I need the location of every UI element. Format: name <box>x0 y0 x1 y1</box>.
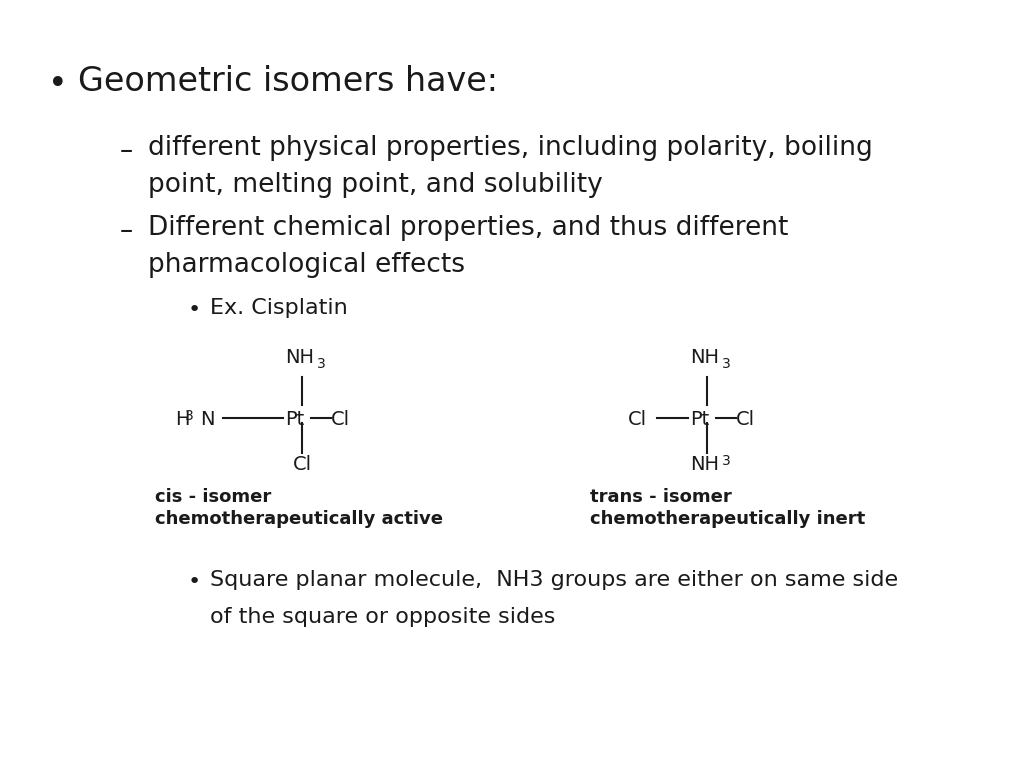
Text: •: • <box>188 300 202 320</box>
Text: different physical properties, including polarity, boiling: different physical properties, including… <box>148 135 872 161</box>
Text: pharmacological effects: pharmacological effects <box>148 252 465 278</box>
Text: NH: NH <box>285 348 314 367</box>
Text: Cl: Cl <box>736 410 755 429</box>
Text: trans - isomer: trans - isomer <box>590 488 732 506</box>
Text: chemotherapeutically active: chemotherapeutically active <box>155 510 443 528</box>
Text: 3: 3 <box>722 357 731 371</box>
Text: Different chemical properties, and thus different: Different chemical properties, and thus … <box>148 215 788 241</box>
Text: Pt: Pt <box>690 410 710 429</box>
Text: chemotherapeutically inert: chemotherapeutically inert <box>590 510 865 528</box>
Text: Cl: Cl <box>628 410 647 429</box>
Text: 3: 3 <box>722 454 731 468</box>
Text: NH: NH <box>690 348 719 367</box>
Text: of the square or opposite sides: of the square or opposite sides <box>210 607 555 627</box>
Text: –: – <box>120 138 133 164</box>
Text: point, melting point, and solubility: point, melting point, and solubility <box>148 172 603 198</box>
Text: Cl: Cl <box>293 455 312 474</box>
Text: Cl: Cl <box>331 410 350 429</box>
Text: •: • <box>188 572 202 592</box>
Text: Geometric isomers have:: Geometric isomers have: <box>78 65 498 98</box>
Text: •: • <box>48 68 68 101</box>
Text: –: – <box>120 218 133 244</box>
Text: Pt: Pt <box>285 410 304 429</box>
Text: cis - isomer: cis - isomer <box>155 488 271 506</box>
Text: N: N <box>200 410 214 429</box>
Text: Square planar molecule,  NH3 groups are either on same side: Square planar molecule, NH3 groups are e… <box>210 570 898 590</box>
Text: Ex. Cisplatin: Ex. Cisplatin <box>210 298 348 318</box>
Text: 3: 3 <box>185 409 194 423</box>
Text: H: H <box>175 410 189 429</box>
Text: 3: 3 <box>317 357 326 371</box>
Text: NH: NH <box>690 455 719 474</box>
